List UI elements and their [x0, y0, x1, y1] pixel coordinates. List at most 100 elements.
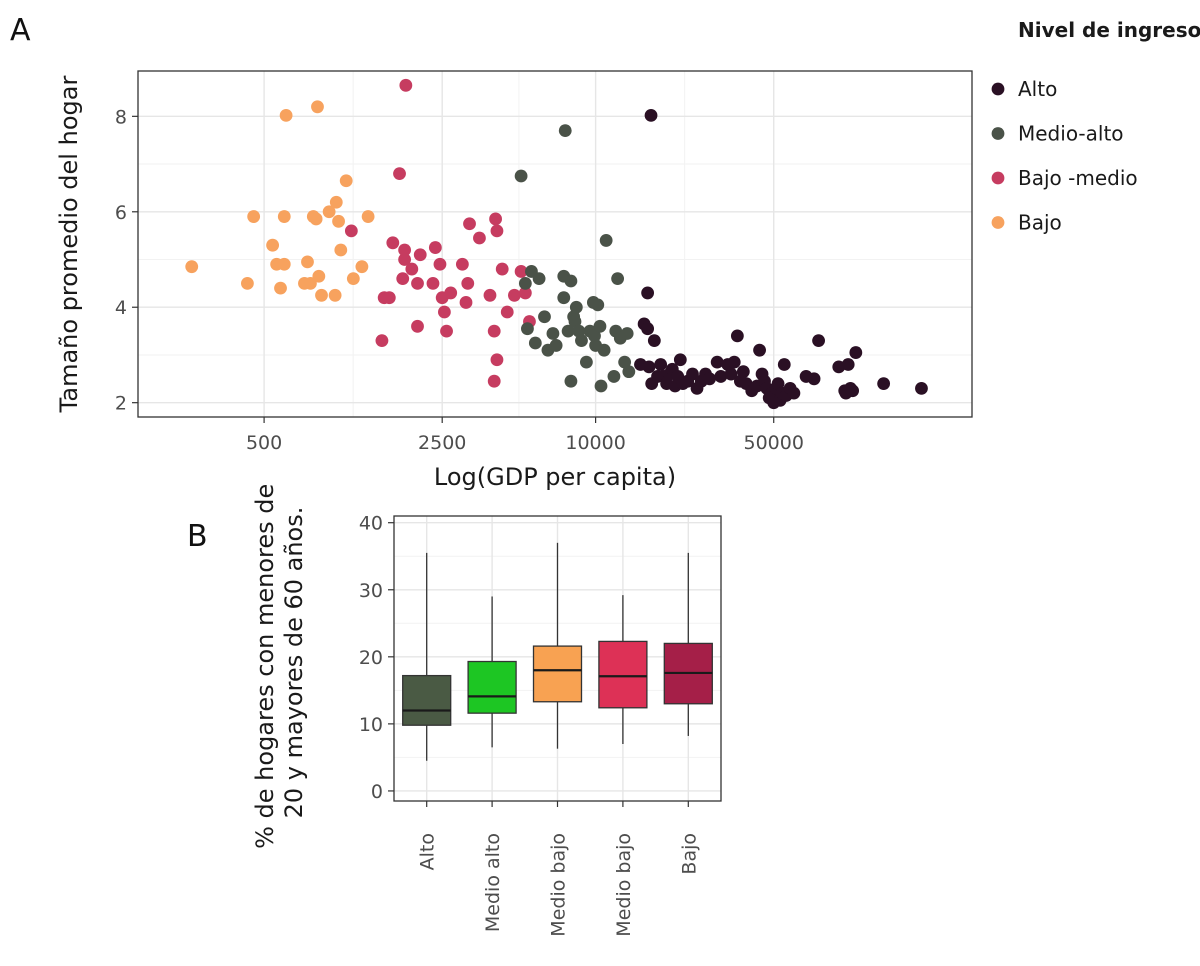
panel-label-b: B — [187, 519, 208, 554]
scatter-point — [714, 370, 728, 383]
scatter-point — [591, 298, 605, 312]
boxplot-axes: 0 10 20 30 40 Alto Medio alto Medio bajo Medio b… — [359, 513, 700, 937]
scatter-point — [654, 358, 668, 371]
scatter-point — [487, 374, 501, 388]
scatter-point — [428, 241, 442, 254]
scatter-point — [444, 286, 458, 300]
legend-swatch — [991, 82, 1005, 96]
legend-label: Bajo — [1018, 211, 1062, 235]
scatter-point — [489, 212, 502, 226]
scatter-y-tick-label: 2 — [115, 393, 127, 415]
scatter-point — [727, 355, 741, 369]
scatter-point — [703, 372, 716, 386]
scatter-point — [599, 234, 613, 247]
scatter-point — [730, 329, 744, 343]
legend-title: Nivel de ingreso — [1018, 18, 1200, 42]
scatter-point — [538, 310, 551, 324]
boxplot-box — [532, 645, 583, 703]
scatter-point — [382, 291, 396, 305]
legend-items: Alto Medio-alto Bajo -medio Bajo — [991, 77, 1138, 235]
scatter-point — [487, 324, 501, 338]
scatter-point — [841, 358, 855, 371]
scatter-point — [277, 257, 291, 271]
scatter-point — [413, 248, 427, 262]
scatter-point — [473, 231, 486, 245]
scatter-point — [346, 272, 360, 285]
scatter-axes: 500 2500 10000 50000 2 4 6 8 — [115, 106, 804, 454]
scatter-point — [339, 174, 353, 188]
scatter-point — [588, 329, 601, 343]
scatter-point — [440, 324, 453, 338]
boxplot-box — [598, 640, 648, 709]
scatter-point — [399, 78, 413, 92]
legend-label: Bajo -medio — [1018, 166, 1138, 190]
scatter-point — [304, 276, 317, 290]
scatter-point — [777, 358, 791, 371]
scatter-x-tick-label: 2500 — [418, 432, 466, 454]
boxplot-y-axis-title-line-1: % de hogares con menores de — [251, 484, 279, 849]
scatter-point — [807, 372, 821, 386]
scatter-point — [315, 288, 328, 302]
scatter-point — [405, 262, 419, 276]
scatter-panel-border — [137, 70, 973, 418]
scatter-points — [185, 78, 928, 410]
scatter-point — [564, 274, 578, 288]
scatter-point — [622, 365, 636, 379]
scatter-point — [495, 262, 509, 276]
scatter-point — [277, 210, 291, 223]
scatter-point — [514, 265, 528, 278]
boxplot-y-axis-title: % de hogares con menores de 20 y mayores… — [251, 476, 308, 849]
scatter-point — [644, 108, 658, 122]
boxplot-y-tick-label: 40 — [359, 513, 383, 535]
scatter-x-tick-label: 500 — [246, 432, 282, 454]
scatter-point — [771, 377, 785, 390]
boxplot-x-tick-label: Bajo — [678, 833, 700, 875]
scatter-point — [483, 288, 497, 302]
boxplot-x-tick-label: Medio alto — [482, 833, 504, 932]
scatter-point — [329, 195, 343, 209]
boxplot-x-tick-label: Medio bajo — [548, 833, 570, 937]
scatter-point — [558, 124, 572, 138]
scatter-point — [514, 169, 528, 183]
scatter-point — [528, 336, 542, 350]
scatter-point — [311, 100, 324, 114]
scatter-point — [185, 260, 199, 274]
boxplot-y-tick-label: 30 — [359, 580, 383, 602]
boxplot-panel: 0 10 20 30 40 Alto Medio alto Medio bajo Medio b… — [251, 476, 722, 937]
scatter-point — [736, 365, 750, 379]
panel-label-a: A — [10, 13, 31, 48]
scatter-point — [611, 272, 625, 285]
scatter-point — [507, 288, 521, 302]
legend-label: Alto — [1018, 77, 1057, 101]
scatter-point — [490, 224, 504, 238]
scatter-point — [915, 381, 928, 395]
scatter-point — [521, 322, 534, 336]
scatter-y-axis-title: Tamaño promedio del hogar — [55, 76, 83, 414]
boxplot-box — [467, 660, 517, 714]
boxplot-y-axis-title-line-2: 20 y mayores de 60 años. — [280, 507, 308, 819]
scatter-point — [386, 236, 400, 250]
scatter-point — [561, 324, 575, 338]
scatter-point — [398, 253, 412, 266]
scatter-point — [279, 108, 293, 122]
scatter-point — [607, 370, 621, 383]
legend: Nivel de ingreso Alto Medio-alto Bajo -med… — [991, 18, 1200, 235]
boxplot-y-tick-label: 10 — [359, 714, 383, 736]
scatter-point — [393, 167, 406, 181]
scatter-point — [641, 286, 655, 300]
scatter-y-tick-label: 6 — [115, 202, 127, 224]
scatter-point — [518, 276, 532, 290]
scatter-point — [877, 377, 891, 390]
scatter-point — [618, 355, 632, 369]
scatter-point — [398, 243, 412, 257]
scatter-point — [301, 255, 314, 269]
scatter-y-tick-label: 8 — [115, 106, 127, 128]
scatter-point — [569, 300, 583, 314]
scatter-point — [518, 286, 532, 300]
scatter-point — [306, 210, 320, 223]
scatter-point — [312, 269, 326, 283]
legend-swatch — [991, 216, 1005, 229]
scatter-point — [426, 276, 440, 290]
scatter-point — [490, 353, 504, 367]
